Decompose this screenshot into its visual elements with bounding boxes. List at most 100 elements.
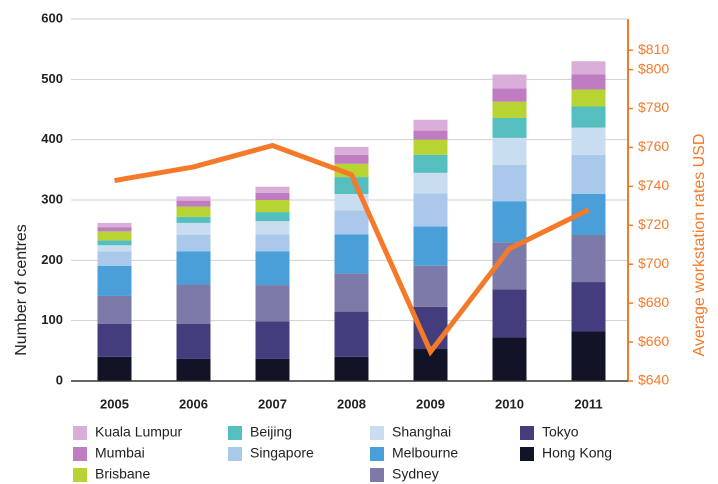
bar-segment <box>492 137 527 166</box>
bar-segment <box>571 61 606 75</box>
bar-segment <box>255 321 290 359</box>
y-tick-label: 500 <box>41 71 63 86</box>
bar-segment <box>176 196 211 201</box>
bar-segment <box>255 221 290 235</box>
legend-label: Singapore <box>250 445 314 461</box>
x-tick-label: 2005 <box>100 396 129 411</box>
bar-segment <box>571 154 606 194</box>
bar-segment <box>97 356 132 381</box>
bar-segment <box>413 119 448 131</box>
bar-segment <box>176 284 211 324</box>
bar-segment <box>413 154 448 173</box>
bar-segment <box>176 222 211 235</box>
bar-segment <box>492 117 527 138</box>
bar-segment <box>413 130 448 140</box>
legend-swatch <box>370 447 384 461</box>
bar-segment <box>176 323 211 359</box>
bar-segment <box>571 89 606 107</box>
y2-tick-label: $660 <box>638 333 669 349</box>
legend-swatch <box>520 426 534 440</box>
y-tick-label: 600 <box>41 10 63 25</box>
bar-segment <box>492 74 527 89</box>
legend-label: Beijing <box>250 424 292 440</box>
bar-segment <box>571 282 606 332</box>
y2-tick-label: $800 <box>638 60 669 76</box>
bar-segment <box>413 265 448 307</box>
bar-segment <box>176 206 211 217</box>
bar-segment <box>334 154 369 164</box>
legend-swatch <box>370 426 384 440</box>
y2-tick-label: $680 <box>638 294 669 310</box>
bar-segment <box>571 331 606 381</box>
legend-label: Mumbai <box>95 445 145 461</box>
bar-segment <box>334 273 369 312</box>
bar-segment <box>176 216 211 223</box>
bar-segment <box>413 226 448 266</box>
bar-segment <box>97 295 132 324</box>
legend-label: Sydney <box>392 466 439 482</box>
bar-segment <box>97 222 132 228</box>
legend-label: Hong Kong <box>542 445 612 461</box>
y2-tick-label: $720 <box>638 216 669 232</box>
y2-tick-label: $640 <box>638 372 669 388</box>
bar-segment <box>176 358 211 381</box>
x-tick-label: 2011 <box>574 396 602 411</box>
bar-segment <box>571 127 606 155</box>
legend-label: Tokyo <box>542 424 579 440</box>
legend-swatch <box>73 447 87 461</box>
bar-segment <box>255 200 290 213</box>
bar-segment <box>492 201 527 243</box>
y2-tick-label: $700 <box>638 255 669 271</box>
legend-swatch <box>370 468 384 482</box>
bar-segment <box>571 74 606 90</box>
y2-axis-label: Average workstation rates USD <box>691 134 708 357</box>
bar-segment <box>413 172 448 194</box>
y-tick-label: 200 <box>41 252 63 267</box>
legend-label: Brisbane <box>95 466 150 482</box>
bar-segment <box>334 356 369 381</box>
bar-segment <box>492 165 527 202</box>
y-tick-label: 300 <box>41 191 63 206</box>
y2-tick-label: $760 <box>638 138 669 154</box>
bar-segment <box>97 323 132 357</box>
bar-segment <box>571 234 606 283</box>
y2-tick-label: $740 <box>638 177 669 193</box>
bar-segment <box>255 251 290 286</box>
y-tick-label: 100 <box>41 312 63 327</box>
bar-segment <box>255 358 290 381</box>
x-tick-label: 2007 <box>258 396 287 411</box>
bar-segment <box>334 311 369 357</box>
x-tick-label: 2008 <box>337 396 366 411</box>
y-axis-label: Number of centres <box>13 224 30 356</box>
bar-segment <box>492 101 527 118</box>
bar-segment <box>492 289 527 338</box>
bar-segment <box>413 193 448 227</box>
y2-tick-label: $810 <box>638 41 669 57</box>
bar-segment <box>97 240 132 246</box>
x-tick-label: 2006 <box>179 396 208 411</box>
bar-segment <box>97 245 132 252</box>
x-tick-label: 2009 <box>416 396 445 411</box>
legend-label: Melbourne <box>392 445 458 461</box>
rate-line <box>114 142 590 357</box>
x-tick-label: 2010 <box>495 396 524 411</box>
legend-swatch <box>228 426 242 440</box>
bar-segment <box>571 106 606 128</box>
bar-segment <box>492 88 527 102</box>
legend-label: Shanghai <box>392 424 451 440</box>
legend-label: Kuala Lumpur <box>95 424 183 440</box>
y-tick-label: 400 <box>41 131 63 146</box>
bar-segment <box>413 139 448 155</box>
bar-segment <box>334 210 369 235</box>
bar-segment <box>255 192 290 200</box>
bar-segment <box>176 200 211 207</box>
bar-segment <box>176 251 211 285</box>
bar-segment <box>255 285 290 322</box>
legend-swatch <box>73 468 87 482</box>
bar-segment <box>255 212 290 222</box>
y-tick-label: 0 <box>56 372 63 387</box>
y2-tick-label: $780 <box>638 99 669 115</box>
bar-segment <box>97 227 132 232</box>
legend-swatch <box>228 447 242 461</box>
